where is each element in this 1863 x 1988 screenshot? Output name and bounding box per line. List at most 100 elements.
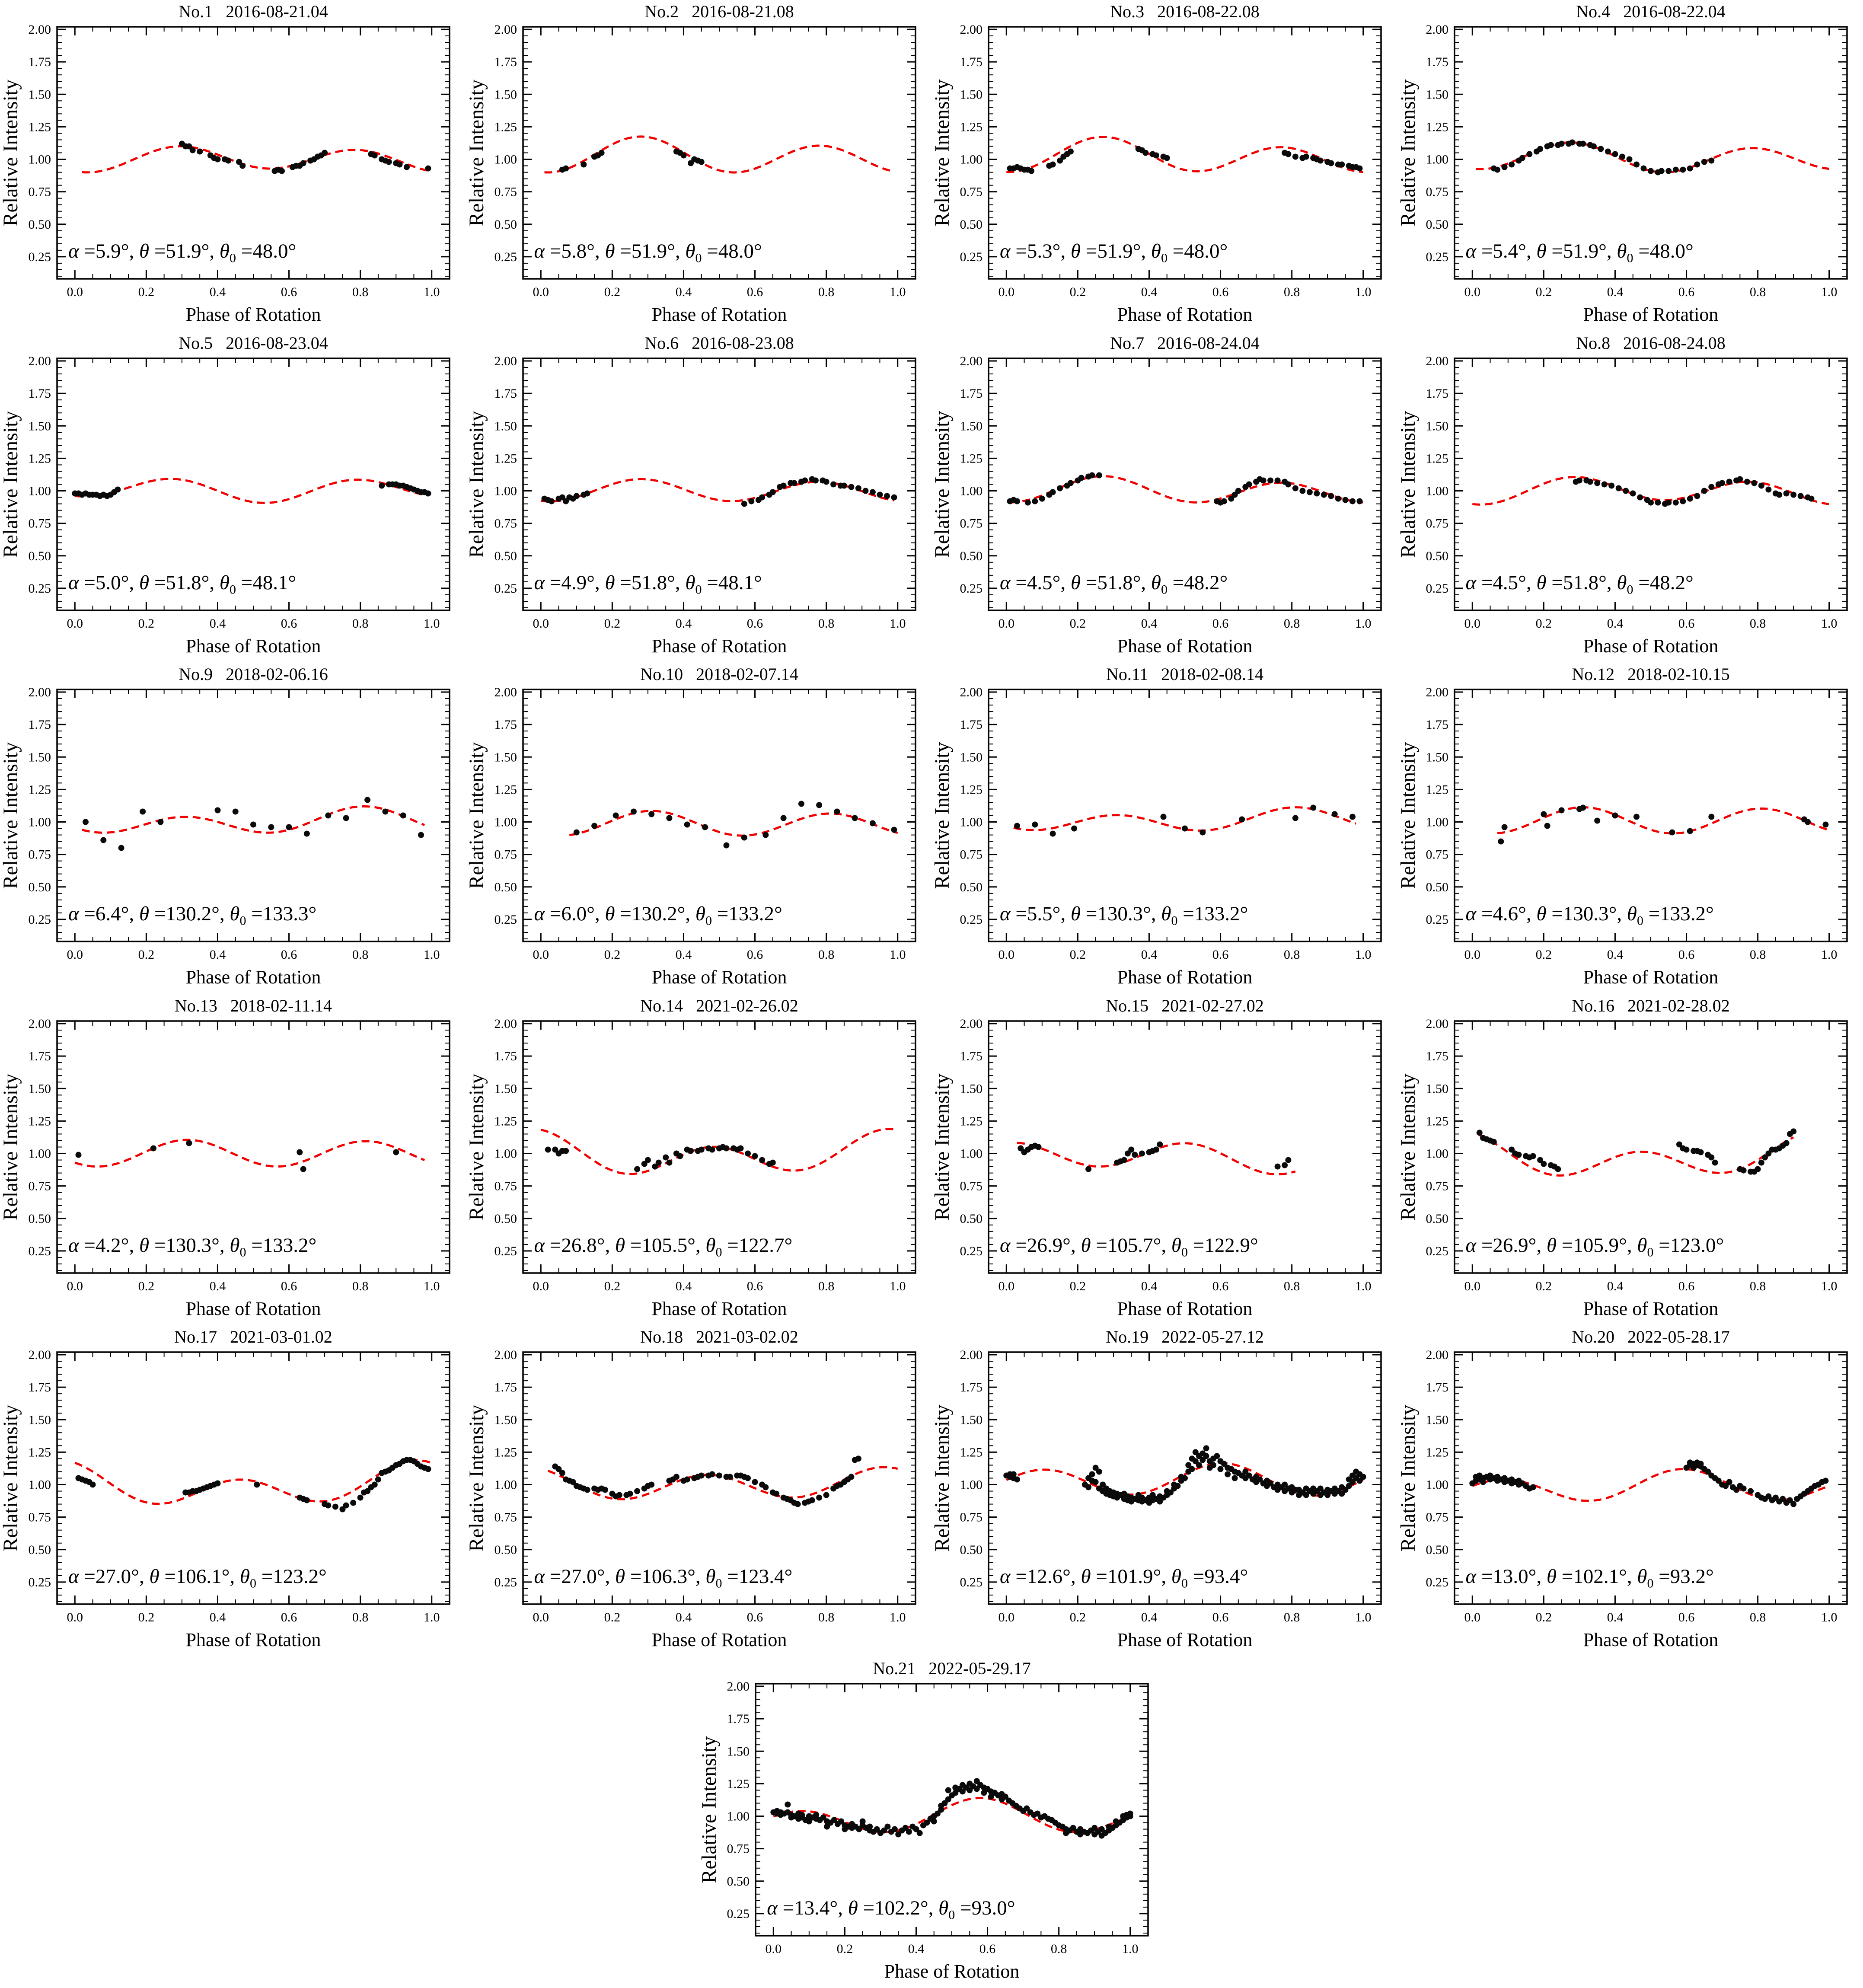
data-point [1346, 1483, 1352, 1489]
panel-plot-21: No.21 2022-05-29.17 0.0 0.2 0.4 0.6 0.8 1.0 0.25… [699, 1659, 1149, 1982]
theta0-value: =48.1° [236, 571, 297, 594]
data-point [848, 1474, 854, 1480]
data-point [1601, 481, 1608, 487]
x-tick-label: 0.6 [1678, 948, 1694, 962]
theta0-symbol: θ [705, 1565, 716, 1588]
y-tick-label: 0.25 [29, 250, 51, 264]
theta0-symbol: θ [938, 1896, 949, 1919]
y-tick-label: 0.25 [29, 913, 51, 927]
y-tick-label: 1.00 [960, 153, 983, 167]
x-tick-label: 0.4 [210, 1279, 226, 1293]
x-tick-label: 0.8 [818, 616, 834, 631]
data-point [988, 1793, 995, 1800]
data-point [1139, 1150, 1145, 1156]
y-tick-label: 0.50 [960, 549, 983, 563]
data-point [1558, 807, 1565, 814]
data-point [393, 1149, 399, 1155]
fit-curve [74, 1139, 425, 1168]
y-tick-label: 1.25 [1426, 1114, 1448, 1128]
theta-symbol: θ [1081, 1565, 1091, 1588]
alpha-symbol: α [534, 903, 545, 925]
data-point [297, 1149, 303, 1155]
data-point [1292, 485, 1298, 491]
data-point [559, 1470, 565, 1476]
fit-parameters-annotation: α =13.4°, θ =102.2°, θ0 =93.0° [767, 1896, 1015, 1922]
data-point [1544, 823, 1550, 829]
y-tick-label: 1.00 [29, 815, 51, 830]
data-point [1554, 1166, 1561, 1172]
x-tick-label: 0.6 [1212, 616, 1229, 631]
y-tick-label: 1.25 [1426, 782, 1448, 797]
data-point [1694, 493, 1700, 499]
data-point [286, 824, 292, 830]
data-point [931, 1818, 937, 1824]
y-tick-label: 2.00 [960, 1017, 983, 1031]
data-point [874, 1826, 880, 1832]
x-tick-label: 0.8 [352, 1610, 369, 1624]
panel-date: 2016-08-21.04 [226, 2, 328, 21]
theta0-subscript: 0 [1647, 1244, 1654, 1259]
y-axis-label: Relative Intensity [1397, 411, 1420, 558]
data-point [709, 1146, 715, 1152]
data-point [1637, 494, 1643, 501]
data-point [140, 808, 146, 815]
data-point [1587, 479, 1593, 485]
x-tick-label: 0.4 [1141, 616, 1158, 631]
theta0-symbol: θ [695, 903, 705, 925]
theta-value: =101.9° [1091, 1565, 1161, 1588]
y-tick-label: 1.25 [727, 1777, 750, 1791]
x-tick-label: 0.2 [1535, 948, 1552, 962]
x-tick-label: 0.8 [1749, 285, 1766, 299]
data-point [1765, 486, 1771, 492]
data-point [916, 1830, 923, 1836]
y-axis-label: Relative Intensity [466, 1405, 488, 1552]
x-axis-label: Phase of Rotation [1583, 304, 1718, 325]
x-tick-label: 0.4 [1141, 1610, 1158, 1624]
theta0-subscript: 0 [705, 913, 712, 928]
light-curve-panel-6: No.6 2016-08-23.08 0.0 0.2 0.4 0.6 0.8 1.0 0.25 0… [466, 332, 932, 663]
y-tick-label: 0.50 [29, 1211, 51, 1225]
y-tick-label: 0.50 [494, 1543, 517, 1557]
y-tick-label: 0.25 [727, 1906, 750, 1921]
fit-parameters-annotation: α =4.2°, θ =130.3°, θ0 =133.2° [68, 1234, 317, 1259]
data-point [1697, 1461, 1704, 1467]
y-tick-label: 1.50 [494, 1082, 517, 1096]
data-point [1092, 1465, 1099, 1471]
panel-plot-8: No.8 2016-08-24.08 0.0 0.2 0.4 0.6 0.8 1.0 0.25 0… [1397, 333, 1848, 657]
data-point [1160, 814, 1167, 820]
x-axis-label: Phase of Rotation [1583, 635, 1718, 657]
data-point [303, 830, 310, 837]
data-point [799, 1812, 805, 1818]
data-point [555, 1466, 561, 1472]
data-point [855, 485, 861, 491]
data-point [552, 1146, 558, 1152]
x-tick-label: 0.8 [1284, 285, 1300, 299]
panel-number: No.12 [1572, 664, 1614, 684]
data-point [1174, 1483, 1181, 1489]
panel-date: 2021-03-01.02 [230, 1327, 332, 1347]
y-axis-label: Relative Intensity [466, 80, 488, 227]
data-point [591, 823, 597, 829]
y-tick-label: 1.75 [960, 1380, 983, 1394]
data-point [1694, 161, 1700, 168]
y-axis-label: Relative Intensity [1397, 80, 1420, 227]
x-tick-label: 0.6 [281, 1279, 297, 1293]
x-axis-label: Phase of Rotation [1583, 1629, 1718, 1650]
panel-number: No.20 [1572, 1327, 1614, 1347]
alpha-value: =26.9° [1010, 1234, 1071, 1257]
data-point [1640, 165, 1646, 172]
data-point [1626, 156, 1632, 163]
data-point [1594, 480, 1600, 486]
theta-symbol: θ [1070, 240, 1081, 262]
data-point [1157, 1498, 1163, 1505]
data-point [1712, 1159, 1718, 1166]
data-point [798, 801, 804, 807]
x-tick-label: 0.6 [746, 285, 763, 299]
data-point [759, 494, 765, 501]
data-point [1071, 825, 1078, 832]
y-tick-label: 1.25 [960, 1114, 983, 1128]
y-axis-label: Relative Intensity [0, 1073, 22, 1220]
data-point [1736, 476, 1743, 482]
data-point [1665, 499, 1672, 506]
